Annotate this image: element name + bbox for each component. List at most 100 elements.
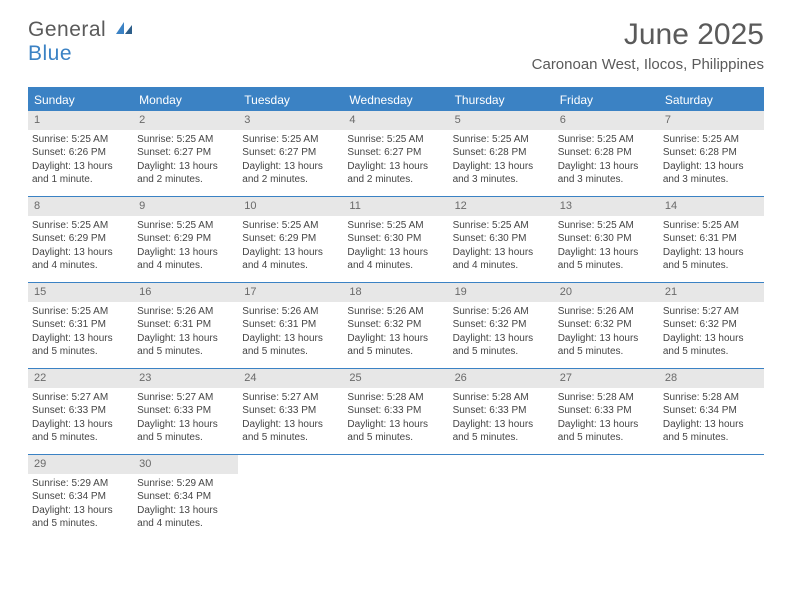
sunrise-text: Sunrise: 5:25 AM — [558, 219, 655, 233]
day-body: Sunrise: 5:26 AMSunset: 6:31 PMDaylight:… — [238, 302, 343, 363]
sunset-text: Sunset: 6:32 PM — [347, 318, 444, 332]
week-row: 15Sunrise: 5:25 AMSunset: 6:31 PMDayligh… — [28, 283, 764, 369]
daylight-text-1: Daylight: 13 hours — [242, 332, 339, 346]
day-body: Sunrise: 5:26 AMSunset: 6:31 PMDaylight:… — [133, 302, 238, 363]
daylight-text-1: Daylight: 13 hours — [242, 418, 339, 432]
day-body: Sunrise: 5:25 AMSunset: 6:30 PMDaylight:… — [343, 216, 448, 277]
sunset-text: Sunset: 6:31 PM — [137, 318, 234, 332]
day-number: 11 — [343, 197, 448, 216]
week-row: 22Sunrise: 5:27 AMSunset: 6:33 PMDayligh… — [28, 369, 764, 455]
day-body: Sunrise: 5:28 AMSunset: 6:33 PMDaylight:… — [554, 388, 659, 449]
daylight-text-1: Daylight: 13 hours — [558, 160, 655, 174]
day-cell: 28Sunrise: 5:28 AMSunset: 6:34 PMDayligh… — [659, 369, 764, 454]
weekday-header: Wednesday — [343, 89, 448, 111]
day-cell: 17Sunrise: 5:26 AMSunset: 6:31 PMDayligh… — [238, 283, 343, 368]
sunrise-text: Sunrise: 5:25 AM — [242, 133, 339, 147]
sunrise-text: Sunrise: 5:25 AM — [453, 133, 550, 147]
sunset-text: Sunset: 6:34 PM — [137, 490, 234, 504]
day-body: Sunrise: 5:25 AMSunset: 6:31 PMDaylight:… — [28, 302, 133, 363]
day-number: 9 — [133, 197, 238, 216]
day-body: Sunrise: 5:25 AMSunset: 6:27 PMDaylight:… — [133, 130, 238, 191]
sunset-text: Sunset: 6:31 PM — [663, 232, 760, 246]
daylight-text-2: and 5 minutes. — [242, 345, 339, 359]
day-number: 28 — [659, 369, 764, 388]
day-number: 29 — [28, 455, 133, 474]
day-cell: 21Sunrise: 5:27 AMSunset: 6:32 PMDayligh… — [659, 283, 764, 368]
day-body: Sunrise: 5:25 AMSunset: 6:28 PMDaylight:… — [554, 130, 659, 191]
day-body: Sunrise: 5:29 AMSunset: 6:34 PMDaylight:… — [133, 474, 238, 535]
weekday-header: Thursday — [449, 89, 554, 111]
month-title: June 2025 — [532, 18, 764, 52]
day-number: 16 — [133, 283, 238, 302]
day-cell: 12 Sunrise: 5:25 AMSunset: 6:30 PMDayligh… — [449, 197, 554, 282]
day-cell: 14Sunrise: 5:25 AMSunset: 6:31 PMDayligh… — [659, 197, 764, 282]
sunset-text: Sunset: 6:29 PM — [32, 232, 129, 246]
day-number: 7 — [659, 111, 764, 130]
day-cell — [343, 455, 448, 541]
sunset-text: Sunset: 6:29 PM — [137, 232, 234, 246]
daylight-text-1: Daylight: 13 hours — [137, 332, 234, 346]
day-number: 14 — [659, 197, 764, 216]
sunset-text: Sunset: 6:28 PM — [453, 146, 550, 160]
week-row: 29Sunrise: 5:29 AMSunset: 6:34 PMDayligh… — [28, 455, 764, 541]
daylight-text-1: Daylight: 13 hours — [32, 418, 129, 432]
day-cell: 24Sunrise: 5:27 AMSunset: 6:33 PMDayligh… — [238, 369, 343, 454]
day-number: 15 — [28, 283, 133, 302]
daylight-text-1: Daylight: 13 hours — [347, 160, 444, 174]
sunset-text: Sunset: 6:30 PM — [453, 232, 550, 246]
daylight-text-2: and 4 minutes. — [32, 259, 129, 273]
sunrise-text: Sunrise: 5:25 AM — [32, 219, 129, 233]
day-body: Sunrise: 5:27 AMSunset: 6:33 PMDaylight:… — [133, 388, 238, 449]
daylight-text-1: Daylight: 13 hours — [32, 160, 129, 174]
day-cell: 4Sunrise: 5:25 AMSunset: 6:27 PMDaylight… — [343, 111, 448, 196]
day-number: 6 — [554, 111, 659, 130]
day-number: 23 — [133, 369, 238, 388]
day-number — [343, 455, 448, 474]
sunrise-text: Sunrise: 5:26 AM — [453, 305, 550, 319]
sunrise-text: Sunrise: 5:25 AM — [242, 219, 339, 233]
daylight-text-2: and 5 minutes. — [663, 345, 760, 359]
daylight-text-1: Daylight: 13 hours — [347, 246, 444, 260]
day-cell: 18Sunrise: 5:26 AMSunset: 6:32 PMDayligh… — [343, 283, 448, 368]
daylight-text-1: Daylight: 13 hours — [347, 332, 444, 346]
sunrise-text: Sunrise: 5:26 AM — [347, 305, 444, 319]
day-cell — [659, 455, 764, 541]
sunrise-text: Sunrise: 5:25 AM — [558, 133, 655, 147]
day-number: 19 — [449, 283, 554, 302]
day-cell: 7Sunrise: 5:25 AMSunset: 6:28 PMDaylight… — [659, 111, 764, 196]
brand-part2: Blue — [28, 42, 72, 65]
daylight-text-2: and 5 minutes. — [347, 431, 444, 445]
day-body: Sunrise: 5:26 AMSunset: 6:32 PMDaylight:… — [449, 302, 554, 363]
day-cell: 5Sunrise: 5:25 AMSunset: 6:28 PMDaylight… — [449, 111, 554, 196]
day-cell: 15Sunrise: 5:25 AMSunset: 6:31 PMDayligh… — [28, 283, 133, 368]
day-cell — [238, 455, 343, 541]
day-cell: 20Sunrise: 5:26 AMSunset: 6:32 PMDayligh… — [554, 283, 659, 368]
daylight-text-1: Daylight: 13 hours — [242, 160, 339, 174]
sunset-text: Sunset: 6:32 PM — [558, 318, 655, 332]
day-cell: 9Sunrise: 5:25 AMSunset: 6:29 PMDaylight… — [133, 197, 238, 282]
daylight-text-1: Daylight: 13 hours — [453, 246, 550, 260]
day-number: 12 — [449, 197, 554, 216]
sunrise-text: Sunrise: 5:27 AM — [32, 391, 129, 405]
day-body: Sunrise: 5:25 AMSunset: 6:29 PMDaylight:… — [133, 216, 238, 277]
day-cell: 8Sunrise: 5:25 AMSunset: 6:29 PMDaylight… — [28, 197, 133, 282]
daylight-text-1: Daylight: 13 hours — [242, 246, 339, 260]
location-subtitle: Caronoan West, Ilocos, Philippines — [532, 56, 764, 73]
daylight-text-1: Daylight: 13 hours — [663, 246, 760, 260]
daylight-text-1: Daylight: 13 hours — [663, 418, 760, 432]
day-number: 4 — [343, 111, 448, 130]
weekday-header: Saturday — [659, 89, 764, 111]
sunrise-text: Sunrise: 5:25 AM — [453, 219, 550, 233]
day-body: Sunrise: 5:25 AMSunset: 6:26 PMDaylight:… — [28, 130, 133, 191]
sunset-text: Sunset: 6:29 PM — [242, 232, 339, 246]
day-body: Sunrise: 5:25 AMSunset: 6:27 PMDaylight:… — [238, 130, 343, 191]
daylight-text-1: Daylight: 13 hours — [347, 418, 444, 432]
daylight-text-1: Daylight: 13 hours — [137, 418, 234, 432]
day-number: 5 — [449, 111, 554, 130]
day-body: Sunrise: 5:25 AMSunset: 6:28 PMDaylight:… — [659, 130, 764, 191]
week-row: 8Sunrise: 5:25 AMSunset: 6:29 PMDaylight… — [28, 197, 764, 283]
weekday-header: Friday — [554, 89, 659, 111]
day-number: 20 — [554, 283, 659, 302]
day-cell — [449, 455, 554, 541]
brand-part1: General — [28, 18, 106, 41]
